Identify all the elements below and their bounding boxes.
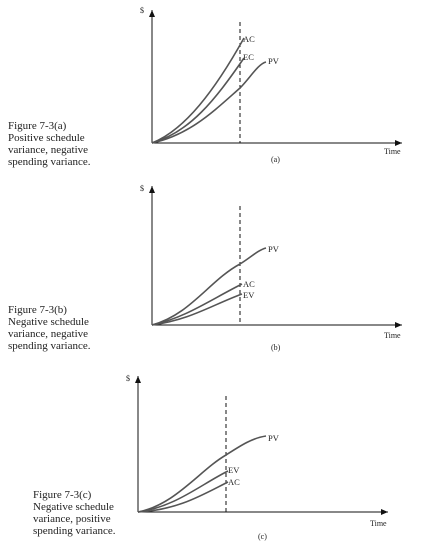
caption: (a) xyxy=(271,155,280,164)
curve xyxy=(151,283,243,326)
curve xyxy=(151,247,267,326)
curve xyxy=(151,293,243,326)
curve xyxy=(151,61,267,144)
curve xyxy=(137,470,229,513)
caption: (b) xyxy=(271,343,281,352)
figure-text: Positive schedule xyxy=(8,132,85,144)
curve xyxy=(137,481,229,513)
curve xyxy=(137,435,267,513)
figure-text: variance, negative xyxy=(8,144,88,156)
curve xyxy=(151,57,245,144)
figure-text: spending variance. xyxy=(8,156,91,168)
panel-b: $ Time PV AC EV (b) Figure 7-3(b) Negati… xyxy=(8,184,402,352)
y-axis-label: $ xyxy=(126,374,130,383)
curve-label: AC xyxy=(243,279,255,289)
y-axis-label: $ xyxy=(140,184,144,193)
figure-text: Figure 7-3(a) xyxy=(8,120,67,132)
curve-label: EV xyxy=(243,290,255,300)
curve xyxy=(151,37,245,144)
curve-label: AC xyxy=(243,34,255,44)
figure-text: Figure 7-3(b) xyxy=(8,304,67,316)
curve-label: AC xyxy=(228,477,240,487)
x-axis-label: Time xyxy=(384,331,401,340)
curve-label: PV xyxy=(268,433,280,443)
y-axis-label: $ xyxy=(140,6,144,15)
figure-text: variance, negative xyxy=(8,328,88,340)
figure-text: Negative schedule xyxy=(8,316,89,328)
figure-text: spending variance. xyxy=(33,525,116,537)
figure-text: variance, positive xyxy=(33,513,111,525)
curve-label: PV xyxy=(268,244,280,254)
panel-c: $ Time PV EV AC (c) Figure 7-3(c) Negati… xyxy=(33,374,388,541)
x-axis-label: Time xyxy=(370,519,387,528)
panel-a: $ Time AC EC PV (a) Figure 7-3(a) Positi… xyxy=(8,6,402,168)
curve-label: EC xyxy=(243,52,254,62)
x-axis-label: Time xyxy=(384,147,401,156)
figure-text: spending variance. xyxy=(8,340,91,352)
curve-label: EV xyxy=(228,465,240,475)
figure-text: Figure 7-3(c) xyxy=(33,489,92,501)
caption: (c) xyxy=(258,532,267,541)
curve-label: PV xyxy=(268,56,280,66)
figure-text: Negative schedule xyxy=(33,501,114,513)
